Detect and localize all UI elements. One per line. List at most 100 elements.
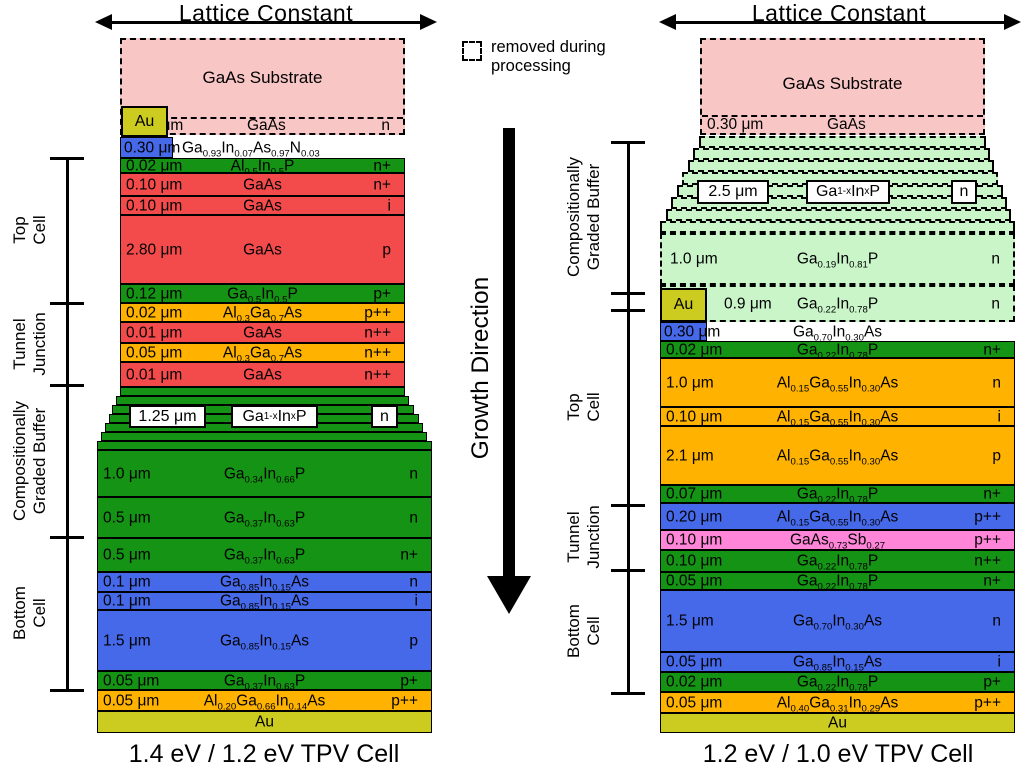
layer-row: 0.12 μm Ga0.5In0.5P p+ <box>120 284 405 305</box>
layer-thickness: 0.10 μm <box>126 196 183 214</box>
layer-doping: n+ <box>373 156 391 174</box>
layer-material: Ga0.22In0.78P <box>796 552 879 573</box>
graded-buffer-step <box>660 220 1015 233</box>
layer-material: Ga0.70In0.30As <box>792 322 883 343</box>
arrow-right-head-icon <box>1004 14 1021 30</box>
layer-row: 0.10 μm Al0.15Ga0.55In0.30As i <box>660 407 1015 428</box>
layer-material: Au <box>255 713 274 731</box>
buffer-label-box: n <box>951 180 977 204</box>
layer-material: Ga0.34In0.66P <box>223 464 306 485</box>
left-cell-caption: 1.4 eV / 1.2 eV TPV Cell <box>128 740 400 768</box>
etch-stop-blue-box <box>120 137 173 158</box>
substrate-separator <box>702 115 983 117</box>
layer-material: Ga0.22In0.78P <box>796 485 879 506</box>
layer-material: Al0.15Ga0.55In0.30As <box>776 373 899 394</box>
buffer-label-box: Ga 1-x In x P <box>231 405 318 428</box>
bracket-label: Bottom Cell <box>10 586 49 640</box>
layer-material: Ga0.5In0.5P <box>227 284 298 305</box>
layer-row: 2.1 μm Al0.15Ga0.55In0.30As p <box>660 426 1015 485</box>
layer-doping: n <box>991 294 1000 312</box>
layer-doping: i <box>997 407 1001 425</box>
layer-row: 0.20 μm Al0.15Ga0.55In0.30As p++ <box>660 503 1015 530</box>
layer-thickness: 0.02 μm <box>666 673 723 691</box>
layer-doping: p <box>992 446 1001 464</box>
layer-doping: n+ <box>983 340 1001 358</box>
legend-label: removed during processing <box>491 38 606 76</box>
layer-row: 1.0 μm Ga0.19In0.81P n <box>660 233 1015 285</box>
layer-row: 0.07 μm Ga0.22In0.78P n+ <box>660 485 1015 506</box>
arrow-left-head-icon <box>659 14 676 30</box>
bracket-tick <box>611 140 645 144</box>
layer-material: Al0.15Ga0.55In0.30As <box>776 407 899 428</box>
layer-doping: n++ <box>974 552 1001 570</box>
layer-material: Ga0.22In0.78P <box>796 673 879 694</box>
layer-row: 0.1 μm Ga0.85In0.15As i <box>97 592 432 612</box>
layer-material: GaAs <box>243 323 282 341</box>
layer-row: 0.02 μm Al0.3Ga0.7As p++ <box>120 303 405 323</box>
layer-material: Al0.15Ga0.55In0.30As <box>776 446 899 467</box>
layer-row: 0.10 μm Ga0.22In0.78P n++ <box>660 550 1015 572</box>
growth-direction-label: Growth Direction <box>467 276 494 460</box>
layer-thickness: 0.02 μm <box>666 340 723 358</box>
layer-row: 1.0 μm Al0.15Ga0.55In0.30As n <box>660 358 1015 407</box>
bracket-tick <box>50 156 84 160</box>
layer-doping: n <box>409 508 418 526</box>
graded-buffer-step <box>687 160 995 173</box>
layer-thickness: 0.10 μm <box>666 407 723 425</box>
layer-row: 0.5 μm Ga0.37In0.63P n <box>97 497 432 538</box>
layer-row: 0.10 μm GaAs0.73Sb0.27 p++ <box>660 530 1015 551</box>
layer-doping: p++ <box>974 531 1001 549</box>
layer-thickness: 0.05 μm <box>126 343 183 361</box>
layer-row: 0.02 μm Ga0.22In0.78P n+ <box>660 340 1015 360</box>
layer-thickness: 1.5 μm <box>666 612 714 630</box>
layer-material: Al0.3Ga0.7As <box>222 343 303 364</box>
layer-material: Ga0.70In0.30As <box>792 612 883 633</box>
graded-buffer-step <box>665 208 1011 221</box>
layer-thickness: 0.30 μm <box>124 138 181 156</box>
layer-doping: n+ <box>373 175 391 193</box>
layer-material: Ga0.22In0.78P <box>796 294 879 315</box>
bracket-tick <box>50 688 84 692</box>
graded-buffer-step <box>116 396 410 405</box>
layer-material: Ga0.37In0.63P <box>223 508 306 529</box>
layer-row: 0.05 μm Ga0.22In0.78P n+ <box>660 572 1015 593</box>
etch-stop-blue-box <box>660 322 707 341</box>
layer-row: Au <box>97 711 432 733</box>
growth-direction-arrowhead-icon <box>487 576 531 614</box>
layer-row: Au <box>660 713 1015 733</box>
layer-material: Al0.5In0.5P <box>230 156 295 177</box>
layer-row: 0.05 μm Ga0.37In0.63P p+ <box>97 671 432 691</box>
layer-thickness: 0.05 μm <box>103 671 160 689</box>
layer-row: 0.5 μm Ga0.37In0.63P n+ <box>97 538 432 572</box>
bracket-tick <box>50 535 84 539</box>
layer-doping: p+ <box>983 673 1001 691</box>
layer-doping: p+ <box>400 671 418 689</box>
layer-doping: n++ <box>364 323 391 341</box>
layer-thickness: 0.10 μm <box>666 552 723 570</box>
layer-row: 0.01 μm GaAs n++ <box>120 362 405 387</box>
lattice-arrow-left-line <box>109 21 423 24</box>
graded-buffer-step <box>100 432 428 441</box>
bracket-label: Compositionally Graded Buffer <box>564 157 603 277</box>
layer-doping: p <box>382 240 391 258</box>
layer-doping: n+ <box>400 546 418 564</box>
layer-material: Ga0.22In0.78P <box>796 572 879 593</box>
layer-thickness: 0.20 μm <box>666 507 723 525</box>
buffer-label-box: 1.25 μm <box>129 405 206 428</box>
layer-thickness: 1.0 μm <box>666 373 714 391</box>
substrate-buffer-row: 0.30 μm GaAs <box>702 115 983 135</box>
layer-doping: n <box>992 612 1001 630</box>
substrate-separator <box>122 117 403 119</box>
substrate-label: GaAs Substrate <box>202 68 323 87</box>
au-contact-right: Au <box>660 288 707 322</box>
layer-doping: p++ <box>391 691 418 709</box>
layer-material: Ga0.85In0.15As <box>792 653 883 674</box>
layer-thickness: 0.07 μm <box>666 485 723 503</box>
layer-thickness: 1.0 μm <box>670 250 718 268</box>
layer-thickness: 0.01 μm <box>126 323 183 341</box>
lattice-arrow-right-line <box>673 21 1007 24</box>
layer-doping: p++ <box>974 693 1001 711</box>
layer-thickness: 0.02 μm <box>126 156 183 174</box>
layer-row: 0.05 μm Al0.3Ga0.7As n++ <box>120 343 405 364</box>
